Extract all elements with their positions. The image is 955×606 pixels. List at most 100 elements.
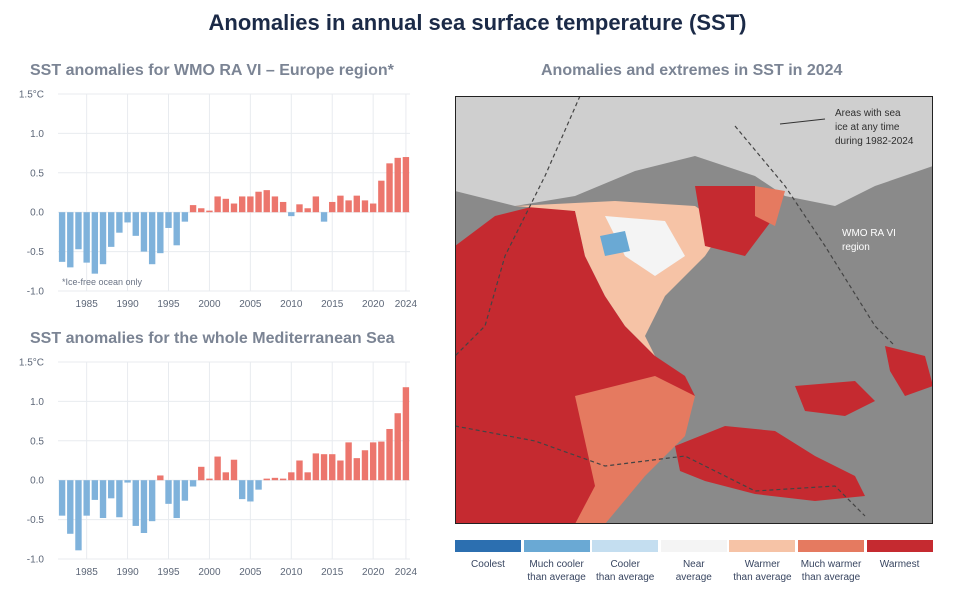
legend-swatch: [592, 540, 659, 552]
bar-2009: [279, 201, 287, 213]
bar-2019: [361, 450, 369, 481]
bar-2007: [263, 478, 270, 481]
bar-1984: [75, 480, 82, 551]
region-boundary-east: [734, 125, 896, 347]
bar-2021: [378, 441, 385, 481]
legend-swatch: [523, 540, 590, 552]
bar-2010: [288, 212, 295, 217]
bar-2013: [312, 453, 320, 481]
bar-2024: [402, 387, 410, 481]
x-tick-label: 1990: [116, 299, 139, 310]
x-tick-label: 1985: [76, 299, 99, 310]
bar-1986: [91, 480, 99, 500]
europe-chart-title: SST anomalies for WMO RA VI – Europe reg…: [30, 62, 394, 79]
region-annotation-line1: WMO RA VI: [842, 228, 896, 239]
y-tick-label: 1.0: [30, 397, 44, 408]
bar-1982: [58, 480, 66, 516]
bar-2016: [337, 195, 344, 213]
legend-label: Much warmer than average: [800, 559, 862, 583]
x-tick-label: 2010: [280, 567, 303, 578]
skagerrak-much-cooler: [600, 231, 630, 256]
bar-2016: [337, 460, 344, 481]
mediterranean-chart-title: SST anomalies for the whole Mediterranea…: [30, 330, 395, 347]
x-tick-label: 2000: [198, 299, 221, 310]
bar-2013: [312, 196, 320, 213]
legend-label: Warmer than average: [733, 559, 792, 583]
bar-2014: [320, 212, 328, 222]
ice-annotation-line3: during 1982-2024: [835, 136, 914, 147]
bar-2022: [386, 163, 393, 213]
bar-2005: [247, 480, 254, 502]
region-boundary-south: [455, 425, 866, 517]
mediterranean-sst-bar-chart: 1.5°C 1.0 0.5 0.0 -0.5 -1.0 1985 1990 1995 2000 20…: [19, 358, 418, 579]
x-tick-label: 2005: [239, 299, 262, 310]
bar-1999: [198, 466, 205, 481]
bar-1987: [99, 212, 107, 265]
bar-2004: [238, 196, 246, 213]
bar-2023: [394, 413, 401, 481]
bar-2004: [238, 480, 246, 500]
x-tick-label: 2020: [362, 299, 385, 310]
bar-2020: [369, 442, 377, 481]
y-tick-label: 0.0: [30, 208, 44, 219]
bar-1998: [189, 480, 197, 487]
chart-note: *Ice-free ocean only: [62, 277, 143, 287]
x-tick-label: 2005: [239, 567, 262, 578]
bar-1995: [165, 480, 172, 504]
x-tick-label: 2000: [198, 567, 221, 578]
bar-2020: [369, 203, 377, 213]
bar-2005: [247, 196, 254, 213]
iberian-much-warmer: [575, 376, 695, 524]
mediterranean-warmest: [675, 426, 865, 501]
x-tick-label: 2015: [321, 299, 344, 310]
bar-2012: [304, 472, 311, 481]
legend-swatch: [866, 540, 933, 552]
x-tick-label: 2010: [280, 299, 303, 310]
y-tick-label: 1.5°C: [19, 358, 44, 369]
bar-2018: [353, 458, 360, 481]
bar-2023: [394, 157, 401, 213]
y-tick-label: -0.5: [27, 515, 45, 526]
bar-2019: [361, 200, 369, 213]
map-title: Anomalies and extremes in SST in 2024: [541, 62, 843, 79]
bar-2018: [353, 195, 360, 213]
bar-2022: [386, 428, 393, 481]
bar-1990: [124, 480, 131, 483]
bar-1986: [91, 212, 99, 274]
legend-swatch: [455, 540, 521, 552]
bar-2003: [230, 203, 238, 213]
bar-1989: [116, 480, 123, 518]
bar-1982: [58, 212, 66, 262]
x-tick-label: 1990: [116, 567, 139, 578]
bar-2009: [279, 478, 287, 481]
x-tick-label: 2024: [395, 299, 418, 310]
y-tick-label: 0.5: [30, 436, 44, 447]
y-tick-label: -0.5: [27, 247, 45, 258]
bar-1993: [148, 480, 156, 522]
legend-swatch: [660, 540, 727, 552]
bar-1983: [67, 212, 74, 268]
bar-1996: [173, 212, 180, 246]
legend-label: Near average: [675, 559, 712, 583]
bar-1985: [83, 480, 90, 516]
sea-ice-area: [455, 96, 933, 206]
bar-2002: [222, 472, 230, 481]
y-tick-label: 0.0: [30, 476, 44, 487]
sst-anomaly-map: Areas with sea ice at any time during 19…: [455, 96, 933, 524]
x-tick-label: 2020: [362, 567, 385, 578]
bar-1993: [148, 212, 156, 265]
bar-1989: [116, 212, 123, 233]
ice-annotation-arrow: [779, 118, 826, 125]
bar-2021: [378, 180, 385, 213]
legend-label: Warmest: [879, 559, 920, 570]
bar-2001: [214, 456, 221, 481]
bar-2017: [345, 200, 352, 213]
ice-annotation-line2: ice at any time: [835, 122, 900, 133]
bar-1988: [108, 480, 115, 499]
bar-1991: [132, 212, 139, 236]
bar-1996: [173, 480, 180, 519]
bar-1992: [140, 480, 148, 533]
y-tick-label: -1.0: [27, 287, 45, 298]
y-tick-label: 1.5°C: [19, 90, 44, 101]
bar-2002: [222, 198, 230, 213]
